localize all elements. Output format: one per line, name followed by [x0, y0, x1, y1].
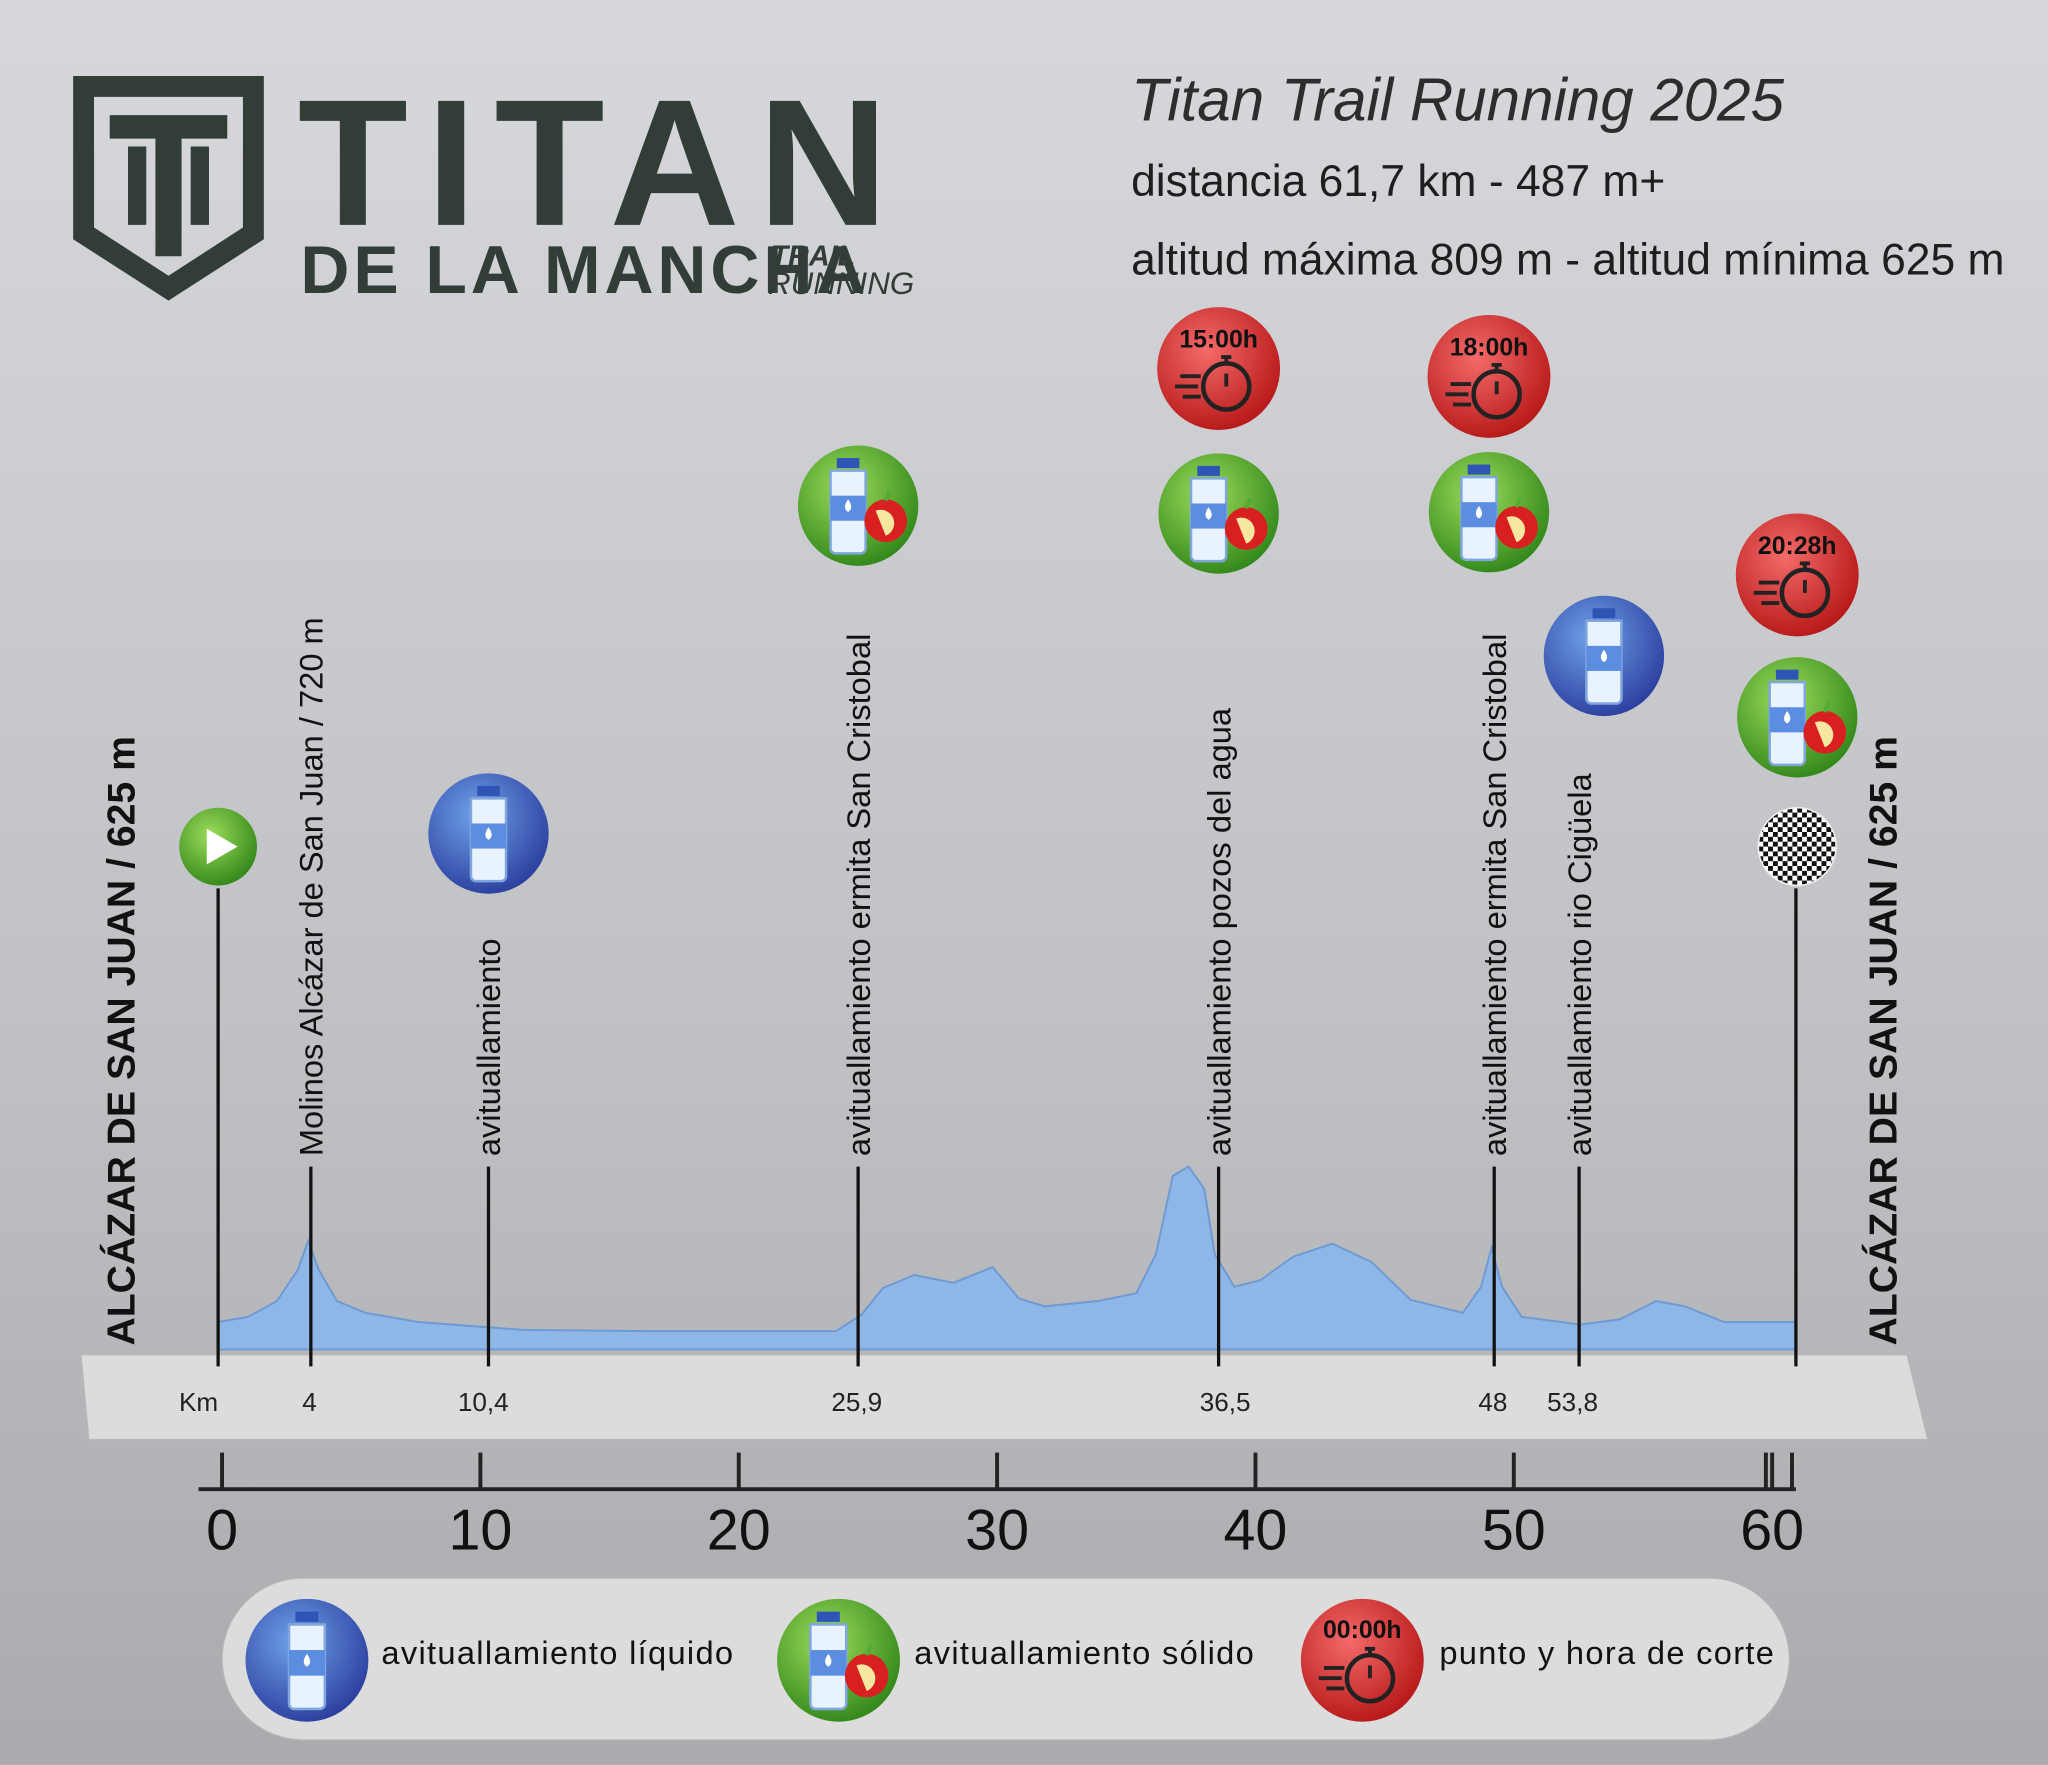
cutoff-time: 20:28h	[1758, 533, 1837, 560]
icon-solid	[798, 445, 918, 565]
waypoint-label: avituallamiento ermita San Cristobal	[1476, 634, 1513, 1157]
scale-label: 20	[707, 1498, 771, 1562]
waypoint-km: 10,4	[458, 1387, 509, 1417]
icon-cutoff	[1157, 307, 1280, 430]
icon-liquid	[1544, 596, 1664, 716]
legend-cutoff-time: 00:00h	[1323, 1617, 1402, 1644]
waypoint-label: avituallamiento rio Cigüela	[1561, 772, 1598, 1156]
waypoint-label: Molinos Alcázar de San Juan / 720 m	[293, 617, 330, 1156]
cutoff-time: 15:00h	[1179, 327, 1258, 354]
waypoint-km: 4	[302, 1387, 317, 1417]
km-band	[80, 1354, 1929, 1441]
event-title: Titan Trail Running 2025	[1131, 66, 1784, 133]
logo-tag: TRAIL	[771, 240, 856, 272]
waypoint-km: 48	[1478, 1387, 1507, 1417]
logo-tag: RUNNING	[768, 266, 914, 301]
scale-label: 60	[1740, 1498, 1804, 1562]
icon-solid	[1429, 452, 1549, 572]
icon-solid	[1158, 453, 1278, 573]
icon-solid	[1737, 657, 1857, 777]
logo-subtitle: DE LA MANCHA	[300, 233, 869, 308]
logo-title: TITAN	[298, 63, 907, 264]
scale-label: 30	[965, 1498, 1029, 1562]
scale-label: 50	[1482, 1498, 1546, 1562]
elevation-profile	[217, 1165, 1797, 1351]
waypoint-km: 36,5	[1200, 1387, 1251, 1417]
distance: distancia 61,7 km - 487 m+	[1131, 157, 1665, 206]
waypoint-label: avituallamiento ermita San Cristobal	[840, 634, 877, 1157]
scale-label: 0	[206, 1498, 238, 1562]
km-unit: Km	[179, 1387, 218, 1417]
legend-icon-solid	[777, 1599, 900, 1722]
waypoint-label: avituallamiento	[470, 938, 507, 1156]
cutoff-time: 18:00h	[1450, 334, 1529, 361]
legend-liquid: avituallamiento líquido	[381, 1634, 734, 1671]
start-label: ALCÁZAR DE SAN JUAN / 625 m	[100, 736, 144, 1345]
icon-cutoff	[1736, 513, 1859, 636]
waypoint-label: avituallamiento pozos del agua	[1200, 707, 1237, 1156]
legend-solid: avituallamiento sólido	[914, 1634, 1255, 1671]
scale-label: 40	[1223, 1498, 1287, 1562]
legend-icon-liquid	[245, 1599, 368, 1722]
waypoint-km: 53,8	[1547, 1387, 1598, 1417]
icon-flag	[1757, 806, 1837, 887]
icon-liquid	[428, 773, 548, 893]
logo: TITAN DE LA MANCHA TRAIL RUNNING	[73, 63, 914, 308]
scale-label: 10	[448, 1498, 512, 1562]
icon-cutoff	[1428, 315, 1551, 438]
end-label: ALCÁZAR DE SAN JUAN / 625 m	[1861, 736, 1905, 1345]
legend-cutoff: punto y hora de corte	[1439, 1634, 1775, 1671]
icon-play	[179, 807, 257, 886]
waypoint-km: 25,9	[831, 1387, 882, 1417]
altitude: altitud máxima 809 m - altitud mínima 62…	[1131, 236, 2004, 285]
